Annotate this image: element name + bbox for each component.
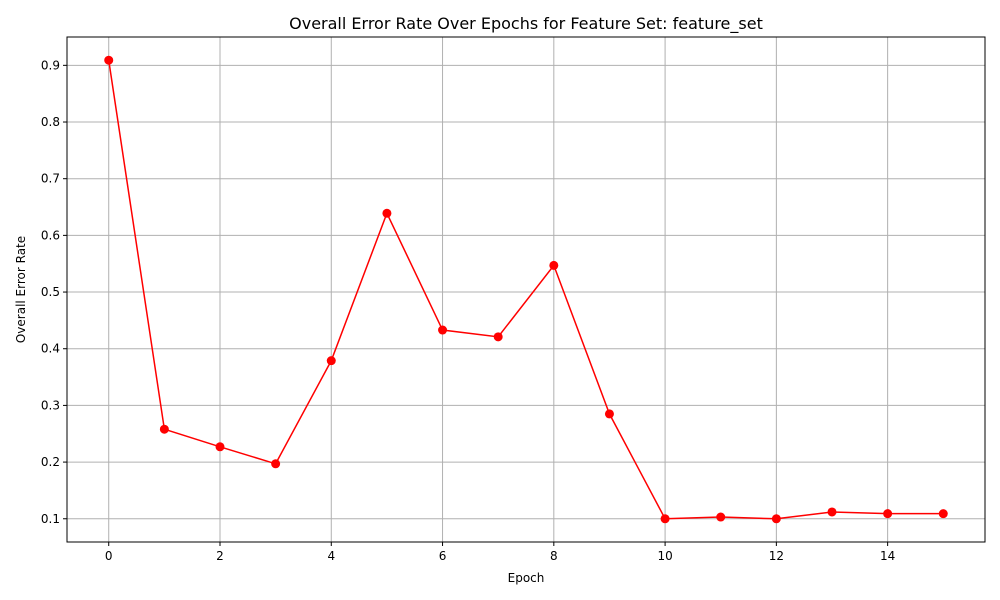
x-tick-label: 2 [216,549,224,563]
x-axis-label: Epoch [508,571,545,585]
y-tick-label: 0.5 [41,285,60,299]
x-tick-label: 0 [105,549,113,563]
y-tick-label: 0.7 [41,172,60,186]
x-tick-label: 6 [439,549,447,563]
y-tick-label: 0.2 [41,455,60,469]
data-point [104,55,114,65]
chart-title: Overall Error Rate Over Epochs for Featu… [289,14,763,34]
data-point [326,356,336,366]
series-group [104,55,948,524]
data-point [771,514,781,524]
data-point [438,325,448,335]
y-axis-label: Overall Error Rate [14,236,28,343]
plot-area-frame [66,36,986,543]
y-tick-label: 0.6 [41,228,60,242]
y-tick-label: 0.4 [41,342,60,356]
y-tick-label: 0.3 [41,398,60,412]
x-tick-label: 4 [327,549,335,563]
data-point [493,332,503,342]
data-point [604,409,614,419]
data-point [159,424,169,434]
data-point [938,509,948,519]
data-point [716,512,726,522]
data-point [215,442,225,452]
data-point [271,459,281,469]
data-point [382,208,392,218]
data-point [549,260,559,270]
y-axis: 0.1 0.2 0.3 0.4 0.5 0.6 0.7 0.8 0.9 [41,58,67,526]
data-point [660,514,670,524]
x-tick-label: 12 [769,549,784,563]
x-axis: 0 2 4 6 8 10 12 14 [105,542,895,563]
data-point [827,507,837,517]
x-tick-label: 10 [657,549,672,563]
y-tick-label: 0.8 [41,115,60,129]
x-tick-label: 8 [550,549,558,563]
x-tick-label: 14 [880,549,895,563]
series-line [107,60,944,520]
y-tick-label: 0.9 [41,58,60,72]
data-point [883,509,893,519]
grid-lines [67,37,985,542]
y-tick-label: 0.1 [41,512,60,526]
